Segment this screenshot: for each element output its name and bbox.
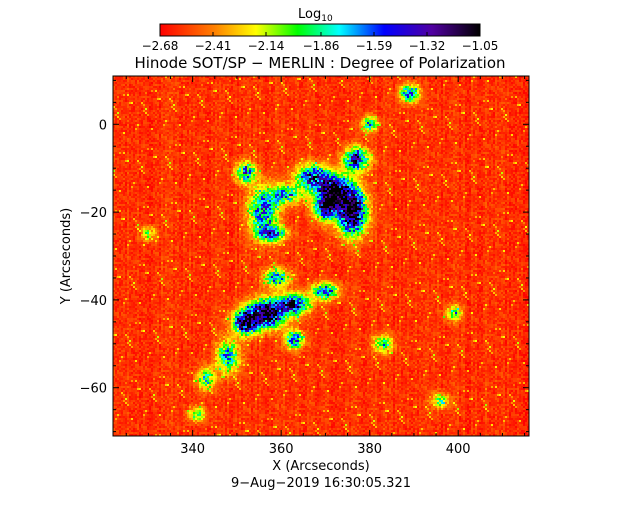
y-axis-label: Y (Arcseconds) [59, 208, 74, 305]
y-tick-label: −20 [80, 206, 107, 221]
colorbar-tick-label: −1.59 [356, 39, 393, 53]
colorbar: Log10 −2.68 −2.41 −2.14 −1.86 −1.59 −1.32 −1.0… [142, 7, 499, 53]
x-axis-label: X (Arcseconds) [272, 459, 369, 474]
x-tick-label: 360 [269, 442, 294, 457]
x-tick-label: 400 [446, 442, 471, 457]
heatmap-image [113, 76, 529, 436]
timestamp: 9−Aug−2019 16:30:05.321 [231, 476, 411, 491]
x-tick-label: 340 [180, 442, 205, 457]
x-axis: 340 360 380 400 [125, 76, 526, 457]
colorbar-tick-label: −1.05 [462, 39, 499, 53]
y-tick-label: 0 [99, 118, 107, 133]
colorbar-label-base: Log [298, 7, 321, 22]
chart-title: Hinode SOT/SP − MERLIN : Degree of Polar… [134, 54, 505, 72]
colorbar-label: Log10 [298, 7, 333, 24]
colorbar-ticks: −2.68 −2.41 −2.14 −1.86 −1.59 −1.32 −1.05 [142, 32, 499, 53]
plot-area: 340 360 380 400 0 −20 −40 −60 [80, 75, 530, 457]
y-tick-label: −60 [80, 382, 107, 397]
colorbar-gradient [159, 23, 481, 37]
colorbar-tick-label: −2.68 [142, 39, 179, 53]
colorbar-tick-label: −2.41 [195, 39, 232, 53]
x-tick-label: 380 [357, 442, 382, 457]
y-tick-label: −40 [80, 294, 107, 309]
colorbar-label-sub: 10 [321, 14, 333, 24]
colorbar-tick-label: −1.32 [409, 39, 446, 53]
colorbar-tick-label: −2.14 [248, 39, 285, 53]
y-axis: 0 −20 −40 −60 [80, 79, 529, 433]
colorbar-tick-label: −1.86 [303, 39, 340, 53]
